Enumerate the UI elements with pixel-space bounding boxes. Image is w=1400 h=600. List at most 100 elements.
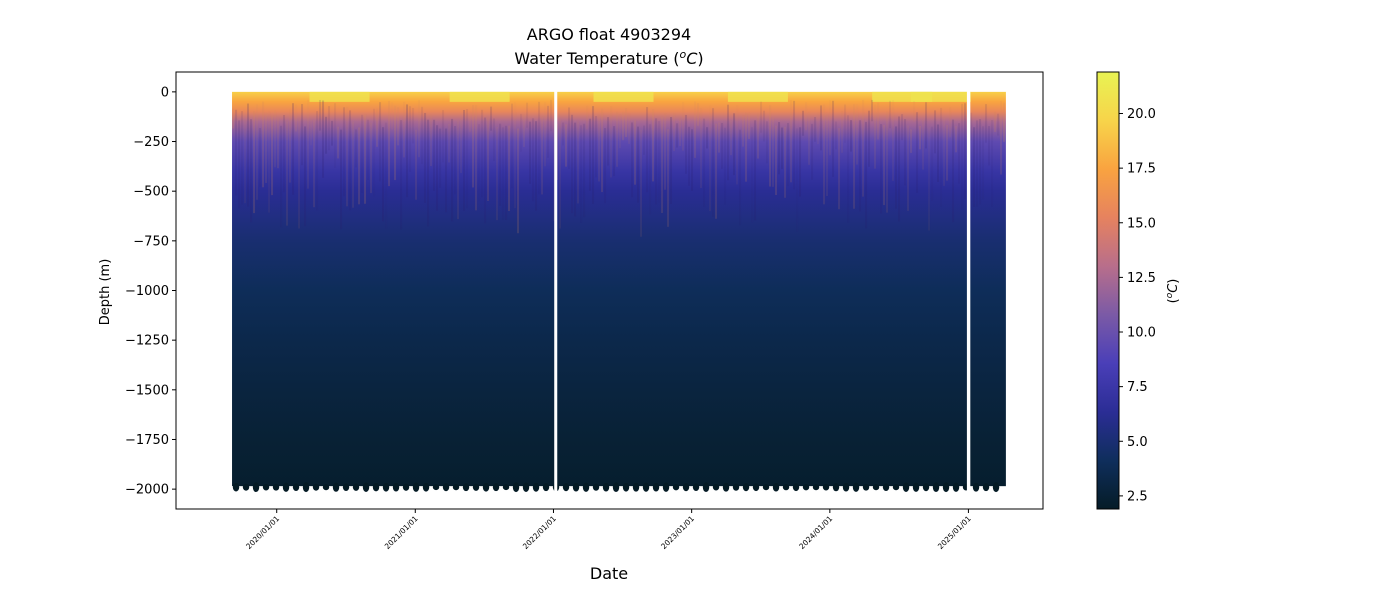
profile-streak: [931, 126, 934, 201]
profile-bottom-bump: [492, 483, 500, 492]
profile-streak: [466, 109, 469, 209]
profile-streak: [238, 120, 241, 209]
profile-streak: [445, 128, 448, 213]
profile-streak: [649, 124, 652, 215]
profile-bottom-bump: [712, 483, 720, 491]
profile-bottom-bump: [402, 483, 410, 491]
data-gap: [554, 72, 558, 509]
profile-streak: [718, 122, 721, 153]
profile-streak: [322, 100, 325, 178]
y-axis-ticks: 0 −250 −500 −750 −1000 −1250 −1500 −1750 −2000: [125, 85, 176, 498]
profile-bottom-bump: [392, 482, 400, 492]
x-tick-label: 2021/01/01: [383, 514, 420, 551]
profile-streak: [313, 120, 316, 208]
profile-bottom-bump: [772, 482, 780, 492]
x-tick-label: 2022/01/01: [521, 514, 558, 551]
profile-streak: [253, 111, 256, 214]
profile-bottom-bump: [642, 482, 650, 492]
colorbar-tick-label: 5.0: [1127, 435, 1148, 450]
profile-streak: [280, 125, 283, 228]
colorbar-ticks: 2.5 5.0 7.5 10.0 12.5 15.0 17.5 20.0: [1119, 107, 1156, 504]
profile-streak: [499, 123, 502, 206]
profile-bottom-bump: [412, 482, 420, 492]
profile-streak: [853, 104, 856, 209]
profile-streak: [373, 108, 376, 197]
profile-streak: [328, 106, 331, 151]
profile-streak: [286, 121, 289, 226]
profile-streak: [388, 100, 391, 187]
profile-streak: [625, 108, 628, 138]
profile-streak: [415, 129, 418, 200]
profile-bottom-bumps: [232, 482, 1000, 493]
y-tick-label: −1250: [125, 334, 169, 349]
profile-streak: [325, 116, 328, 154]
profile-streak: [757, 113, 760, 159]
profile-streak: [691, 129, 694, 191]
profile-streak: [595, 116, 598, 178]
profile-streak: [412, 108, 415, 144]
profile-streak: [577, 121, 580, 204]
profile-streak: [391, 102, 394, 130]
profile-streak: [811, 123, 814, 180]
profile-streak: [289, 109, 292, 183]
profile-streak: [955, 126, 958, 153]
profile-bottom-bump: [732, 483, 740, 491]
warm-surface-patch: [449, 91, 510, 102]
y-tick-label: −1750: [125, 433, 169, 448]
profile-streak: [406, 104, 409, 198]
profile-streak: [394, 105, 397, 181]
profile-bottom-bump: [282, 482, 290, 492]
profile-streak: [526, 102, 529, 128]
colorbar-tick-label: 10.0: [1127, 326, 1156, 341]
profile-streak: [469, 111, 472, 132]
profile-streak: [409, 106, 412, 172]
profile-bottom-bump: [782, 484, 790, 491]
profile-streak: [433, 119, 436, 191]
y-tick-label: −1500: [125, 383, 169, 398]
profile-streak: [250, 119, 253, 223]
profile-streak: [562, 122, 565, 146]
colorbar-tick-label: 12.5: [1127, 271, 1156, 286]
profile-streak: [544, 101, 547, 167]
profile-bottom-bump: [892, 484, 900, 491]
profile-bottom-bump: [292, 483, 300, 491]
profile-streak: [496, 127, 499, 221]
profile-streak: [910, 129, 913, 153]
profile-streak: [610, 106, 613, 178]
profile-streak: [862, 99, 865, 197]
profile-streak: [493, 118, 496, 162]
profile-bottom-bump: [602, 482, 610, 492]
profile-streak: [694, 101, 697, 158]
profile-streak: [679, 118, 682, 146]
profile-streak: [436, 125, 439, 211]
profile-bottom-bump: [352, 483, 360, 491]
profile-bottom-bump: [442, 483, 450, 492]
profile-streak: [292, 103, 295, 195]
profile-streak: [901, 114, 904, 141]
profile-streak: [559, 119, 562, 229]
profile-streak: [448, 123, 451, 163]
profile-bottom-bump: [452, 484, 460, 491]
profile-streak: [919, 125, 922, 150]
data-gap: [966, 72, 971, 509]
profile-streak: [664, 113, 667, 190]
profile-streak: [586, 105, 589, 130]
profile-streak: [769, 105, 772, 187]
profile-streak: [868, 110, 871, 167]
profile-streak: [463, 110, 466, 211]
profile-bottom-bump: [912, 482, 920, 492]
profile-streak: [685, 114, 688, 174]
profile-streak: [790, 100, 793, 183]
profile-streak: [865, 121, 868, 229]
chart-subtitle: Water Temperature (oC): [514, 48, 703, 68]
profile-streak: [616, 111, 619, 167]
profile-bottom-bump: [342, 483, 350, 492]
profile-streak: [814, 117, 817, 142]
profile-bottom-bump: [832, 483, 840, 492]
profile-streak: [895, 126, 898, 209]
profile-streak: [349, 110, 352, 211]
profile-streak: [514, 102, 517, 209]
profile-bottom-bump: [882, 483, 890, 491]
y-axis-label: Depth (m): [98, 259, 113, 326]
